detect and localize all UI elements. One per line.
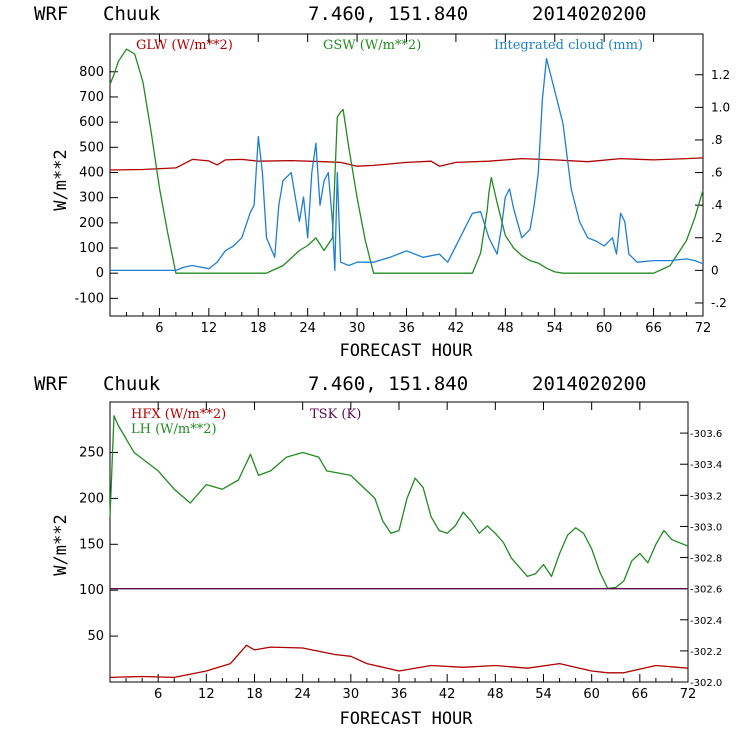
legend-glw: GLW (W/m**2)	[136, 38, 233, 53]
series-line-hfx	[109, 644, 689, 679]
x-tick-label: 30	[343, 687, 360, 702]
x-tick-label: 24	[294, 687, 311, 702]
x-tick-label: 24	[299, 321, 316, 336]
x-tick-label: 48	[487, 687, 504, 702]
y2-tick-label: .4	[711, 198, 722, 212]
header-date: 2014020200	[532, 3, 646, 25]
y2-tick-label: -303.2	[690, 491, 722, 502]
x-tick-label: 48	[497, 321, 514, 336]
y2-tick-label: 1.2	[711, 68, 730, 82]
y2-tick-label: -303.4	[690, 460, 722, 471]
y2-tick-label: -302.4	[690, 616, 722, 627]
top-xaxis-label: FORECAST HOUR	[339, 341, 473, 361]
series-line-gsw	[109, 48, 704, 274]
y2-tick-label: .6	[711, 166, 722, 180]
y2-tick-label: -302.8	[690, 554, 722, 565]
x-tick-label: 36	[391, 687, 408, 702]
header-coords: 7.460, 151.840	[308, 3, 468, 25]
legend-tsk: TSK (K)	[310, 407, 361, 422]
series-line-lh	[109, 415, 689, 590]
y-tick-label: 300	[79, 191, 104, 206]
y-tick-label: 150	[79, 537, 104, 552]
top-yaxis-label: W/m**2	[51, 149, 71, 210]
y2-tick-label: -302.6	[690, 585, 722, 596]
series-line-integrated	[110, 57, 704, 272]
header-station: Chuuk	[103, 3, 161, 25]
y2-tick-label: 0	[711, 263, 719, 277]
bottom-yaxis-label: W/m**2	[51, 514, 71, 575]
y2-tick-label: .2	[711, 231, 722, 245]
header2-date: 2014020200	[532, 373, 646, 395]
x-tick-label: 18	[246, 687, 263, 702]
y-tick-label: 100	[79, 583, 104, 598]
header2-model: WRF	[34, 373, 68, 395]
legend-cloud: Integrated cloud (mm)	[494, 38, 643, 53]
y-tick-label: 700	[79, 90, 104, 105]
y-tick-label: 200	[79, 491, 104, 506]
x-tick-label: 30	[349, 321, 366, 336]
x-tick-label: 66	[645, 321, 662, 336]
y2-tick-label: -303.0	[690, 522, 722, 533]
x-tick-label: 12	[201, 321, 218, 336]
x-tick-label: 42	[439, 687, 456, 702]
bottom-plot-frame	[109, 401, 689, 683]
x-tick-label: 6	[154, 687, 162, 702]
header2-station: Chuuk	[103, 373, 161, 395]
y-tick-label: 100	[79, 241, 104, 256]
y2-tick-label: -303.6	[690, 429, 722, 440]
x-tick-label: 42	[448, 321, 465, 336]
legend-hfx: HFX (W/m**2)	[131, 407, 226, 422]
header2-coords: 7.460, 151.840	[308, 373, 468, 395]
x-tick-label: 66	[632, 687, 649, 702]
x-tick-label: 54	[546, 321, 563, 336]
x-tick-label: 54	[535, 687, 552, 702]
x-tick-label: 72	[680, 687, 697, 702]
series-line-glw	[109, 157, 704, 171]
y-tick-label: 200	[79, 216, 104, 231]
y2-tick-label: .8	[711, 133, 722, 147]
x-tick-label: 36	[398, 321, 415, 336]
x-tick-label: 60	[596, 321, 613, 336]
y-tick-label: 50	[87, 629, 104, 644]
bottom-xaxis-label: FORECAST HOUR	[339, 709, 473, 729]
x-tick-label: 6	[155, 321, 163, 336]
y-tick-label: 600	[79, 115, 104, 130]
legend-lh: LH (W/m**2)	[131, 422, 217, 437]
x-tick-label: 72	[695, 321, 712, 336]
y-tick-label: 800	[79, 65, 104, 80]
header-model: WRF	[34, 3, 68, 25]
y-tick-label: -100	[74, 291, 104, 306]
y-tick-label: 500	[79, 140, 104, 155]
y-tick-label: 250	[79, 445, 104, 460]
y-tick-label: 0	[96, 266, 104, 281]
legend-gsw: GSW (W/m**2)	[323, 38, 421, 53]
x-tick-label: 18	[250, 321, 267, 336]
x-tick-label: 60	[583, 687, 600, 702]
y2-tick-label: -302.2	[690, 647, 722, 658]
y2-tick-label: -302.0	[690, 678, 722, 689]
y2-tick-label: -.2	[711, 296, 727, 310]
y-tick-label: 400	[79, 165, 104, 180]
y2-tick-label: 1.0	[711, 100, 730, 114]
x-tick-label: 12	[198, 687, 215, 702]
